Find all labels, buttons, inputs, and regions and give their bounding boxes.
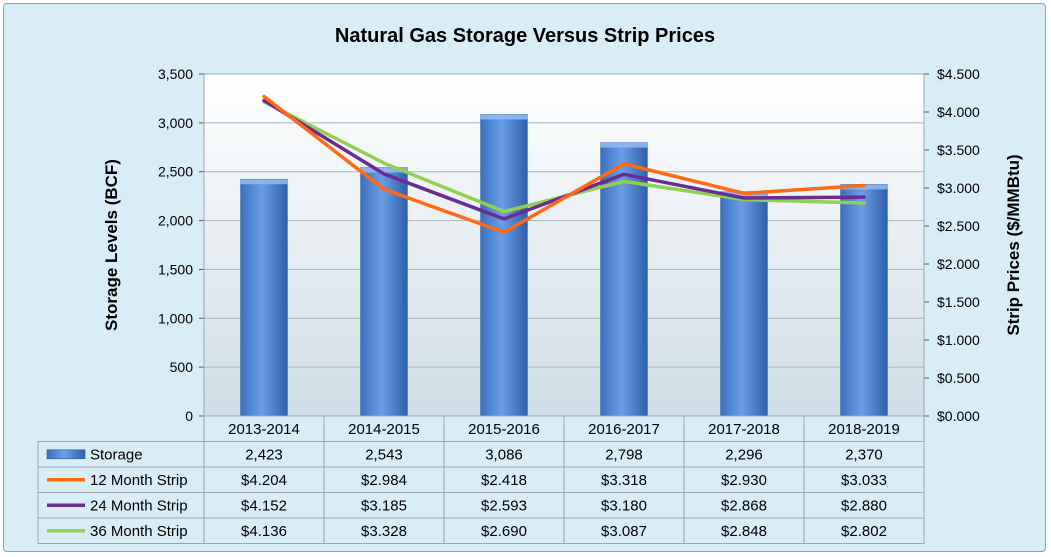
series-name: Storage (90, 446, 143, 463)
strip-price-lines (262, 94, 866, 234)
data-value: $2.593 (481, 497, 527, 514)
data-value: $2.418 (481, 472, 527, 489)
data-value: $2.802 (841, 523, 887, 540)
series-name: 24 Month Strip (90, 497, 188, 514)
chart-title: Natural Gas Storage Versus Strip Prices (335, 25, 715, 47)
category-label: 2017-2018 (708, 421, 780, 438)
chart-frame: Natural Gas Storage Versus Strip Prices … (3, 3, 1046, 552)
left-tick-label: 500 (170, 359, 194, 375)
data-value: $3.318 (601, 472, 647, 489)
data-value: $3.185 (361, 497, 407, 514)
storage-bar-top (240, 179, 288, 185)
left-tick-label: 1,500 (158, 261, 193, 277)
left-tick-label: 1,000 (158, 310, 193, 326)
right-tick-label: $0.000 (937, 408, 980, 424)
data-value: $3.180 (601, 497, 647, 514)
left-axis-ticks: 0 500 1,000 1,500 2,000 2,500 3,000 3,500 (158, 66, 204, 424)
category-label: 2016-2017 (588, 421, 660, 438)
right-tick-label: $1.500 (937, 294, 980, 310)
category-label: 2013-2014 (228, 421, 300, 438)
left-tick-label: 3,500 (158, 66, 193, 82)
data-value: $2.868 (721, 497, 767, 514)
right-tick-label: $4.000 (937, 104, 980, 120)
data-value: $4.152 (241, 497, 287, 514)
data-value: 2,423 (245, 446, 283, 463)
series-name: 12 Month Strip (90, 472, 188, 489)
right-axis-title: Strip Prices ($/MMBtu) (1004, 154, 1023, 335)
data-value: 2,798 (605, 446, 643, 463)
left-tick-label: 2,000 (158, 213, 193, 229)
chart-canvas: Natural Gas Storage Versus Strip Prices … (37, 25, 1023, 544)
storage-bar (240, 178, 288, 417)
storage-bar (720, 191, 768, 417)
data-value: $4.204 (241, 472, 287, 489)
data-value: $2.880 (841, 497, 887, 514)
storage-bar (480, 114, 528, 417)
left-tick-label: 2,500 (158, 164, 193, 180)
category-label: 2014-2015 (348, 421, 420, 438)
data-table: 2013-2014 2014-2015 2015-2016 2016-2017 2017… (37, 415, 925, 544)
left-axis-title: Storage Levels (BCF) (102, 159, 121, 331)
right-tick-label: $1.000 (937, 332, 980, 348)
data-value: 2,296 (725, 446, 763, 463)
right-tick-label: $3.500 (937, 142, 980, 158)
category-label: 2015-2016 (468, 421, 540, 438)
data-value: $3.033 (841, 472, 887, 489)
storage-bar-top (480, 114, 528, 120)
legend-key-storage (46, 449, 86, 460)
right-tick-label: $2.000 (937, 256, 980, 272)
right-tick-label: $0.500 (937, 370, 980, 386)
data-value: $2.690 (481, 523, 527, 540)
right-tick-label: $3.000 (937, 180, 980, 196)
series-name: 36 Month Strip (90, 523, 188, 540)
storage-bar-top (360, 167, 408, 173)
storage-bars (240, 114, 888, 417)
data-value: $2.984 (361, 472, 407, 489)
data-value: 2,543 (365, 446, 403, 463)
data-value: $2.848 (721, 523, 767, 540)
right-axis-ticks: $0.000 $0.500 $1.000 $1.500 $2.000 $2.500 $3.0… (924, 66, 980, 424)
storage-bar-top (600, 142, 648, 148)
data-value: $3.087 (601, 523, 647, 540)
right-tick-label: $2.500 (937, 218, 980, 234)
data-value: 3,086 (485, 446, 523, 463)
strip-12-month-line (262, 94, 866, 234)
storage-bar (360, 167, 408, 417)
category-label: 2018-2019 (828, 421, 900, 438)
left-tick-label: 0 (185, 408, 193, 424)
data-value: $3.328 (361, 523, 407, 540)
data-value: 2,370 (845, 446, 883, 463)
data-value: $2.930 (721, 472, 767, 489)
left-tick-label: 3,000 (158, 115, 193, 131)
storage-bar (840, 184, 888, 417)
right-tick-label: $4.500 (937, 66, 980, 82)
data-value: $4.136 (241, 523, 287, 540)
